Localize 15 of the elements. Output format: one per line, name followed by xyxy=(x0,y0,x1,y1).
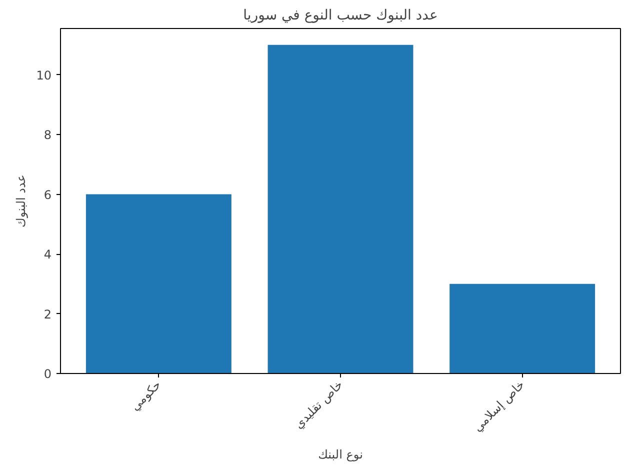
y-tick-label: 10 xyxy=(36,68,52,82)
x-tick-label: خاص تقليدي xyxy=(292,378,346,432)
y-tick-label: 8 xyxy=(44,128,52,142)
x-tick-label: حكومي xyxy=(128,378,164,414)
x-axis-title: نوع البنك xyxy=(318,447,363,462)
chart-title: عدد البنوك حسب النوع في سوريا xyxy=(243,8,438,24)
bar xyxy=(86,194,232,374)
y-tick-label: 6 xyxy=(44,188,52,202)
y-axis-title: عدد البنوك xyxy=(14,174,28,228)
y-tick-label: 0 xyxy=(44,367,52,381)
bar xyxy=(450,284,596,374)
bar xyxy=(268,44,414,374)
y-tick-label: 4 xyxy=(44,248,52,262)
x-tick-label: خاص إسلامي xyxy=(470,378,528,434)
y-tick-label: 2 xyxy=(44,307,52,322)
